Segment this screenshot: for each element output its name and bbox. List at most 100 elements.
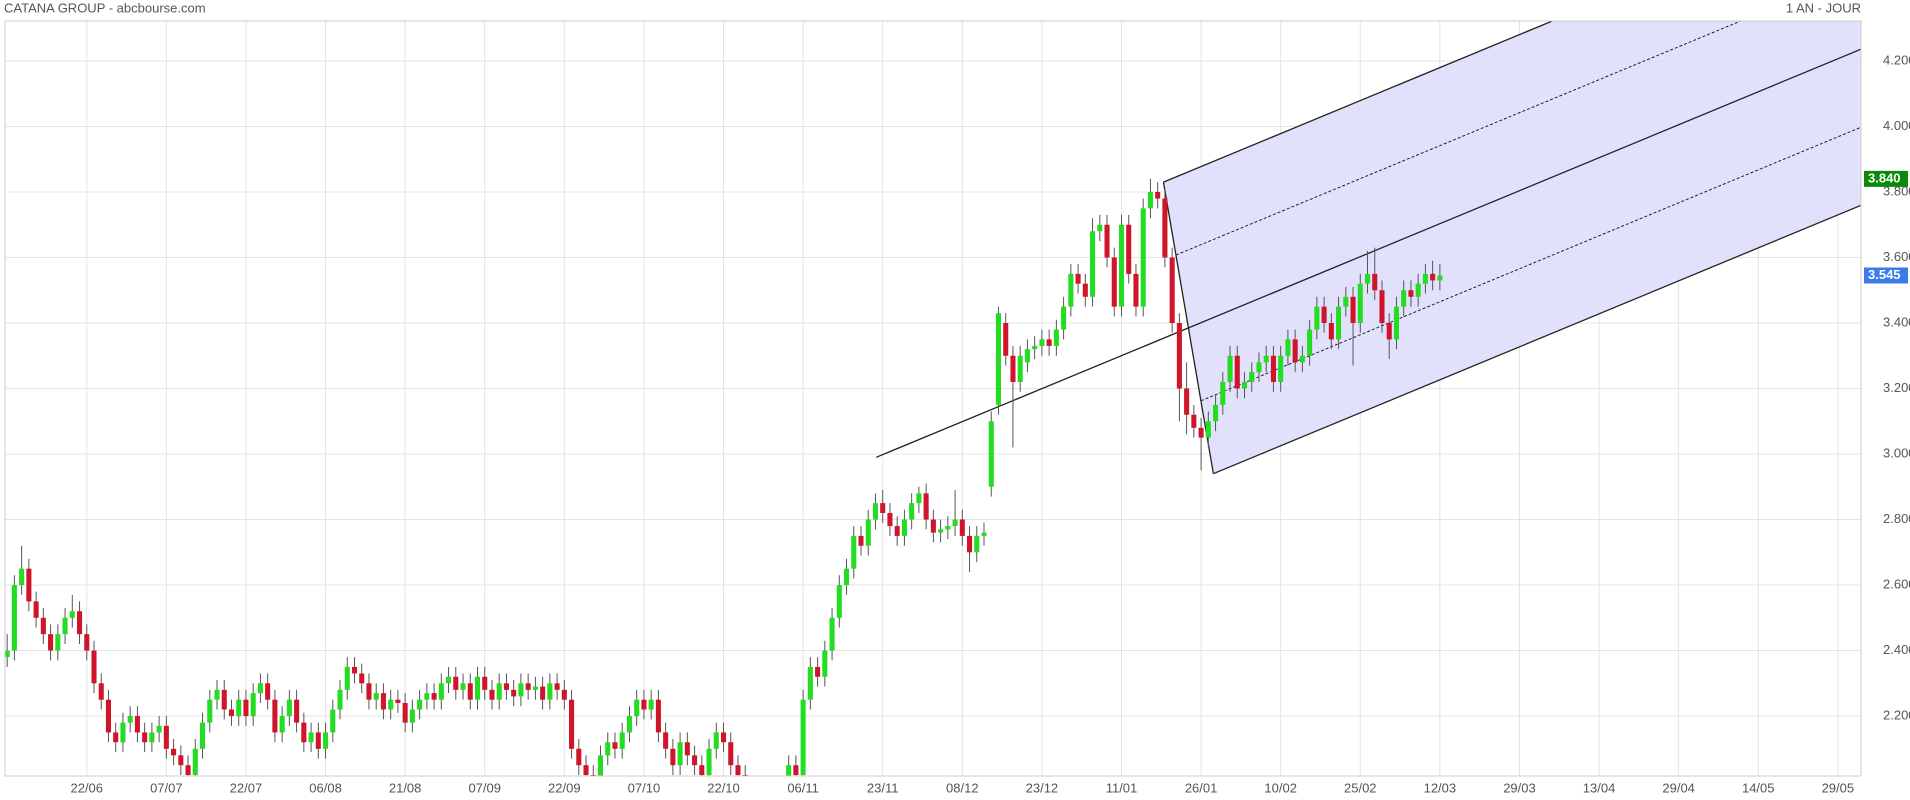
x-tick-label: 07/07 xyxy=(150,780,183,795)
candle-body xyxy=(48,634,54,651)
x-tick-label: 07/10 xyxy=(628,780,661,795)
y-tick-label: 3.600 xyxy=(1883,249,1910,264)
candle-body xyxy=(612,742,618,749)
candle-body xyxy=(583,765,589,776)
candle-body xyxy=(11,585,17,651)
candle-body xyxy=(525,683,531,690)
candle-body xyxy=(655,699,661,733)
pitchfork-mid-upper xyxy=(1175,21,1743,256)
candle-body xyxy=(670,748,676,766)
candle-body xyxy=(1118,224,1125,307)
x-tick-label: 29/04 xyxy=(1662,780,1695,795)
candle-body xyxy=(1003,323,1009,356)
candle-body xyxy=(981,532,987,536)
candle-body xyxy=(1422,273,1428,284)
candle-body xyxy=(786,765,792,776)
candle-body xyxy=(1379,290,1385,323)
candle-body xyxy=(1205,421,1211,438)
candle-body xyxy=(265,683,271,700)
candle-body xyxy=(626,716,632,733)
price-tag-label: 3.545 xyxy=(1868,267,1901,282)
candle-body xyxy=(829,617,835,651)
candle-body xyxy=(474,676,481,700)
candle-body xyxy=(554,683,560,690)
candle-body xyxy=(706,748,712,776)
candle-body xyxy=(692,755,698,766)
candle-body xyxy=(1364,273,1371,284)
y-tick-label: 2.200 xyxy=(1883,707,1910,722)
candle-body xyxy=(489,689,495,700)
candle-body xyxy=(380,693,386,710)
candle-body xyxy=(1176,323,1182,389)
candle-body xyxy=(446,676,452,684)
x-tick-label: 23/12 xyxy=(1026,780,1059,795)
price-tag-label: 3.840 xyxy=(1868,170,1901,185)
candle-body xyxy=(228,709,235,717)
candle-body xyxy=(1162,198,1168,258)
candle-body xyxy=(279,716,285,733)
candle-body xyxy=(532,686,538,690)
candle-body xyxy=(1393,306,1399,340)
y-tick-label: 2.800 xyxy=(1883,511,1910,526)
candle-body xyxy=(619,732,625,749)
candle-body xyxy=(344,666,350,690)
candle-body xyxy=(1111,257,1117,307)
x-tick-label: 07/09 xyxy=(468,780,501,795)
chart-subtitle: 1 AN - JOUR xyxy=(1786,0,1861,15)
candle-body xyxy=(843,568,850,586)
price-tag xyxy=(1864,170,1908,187)
x-tick-label: 23/11 xyxy=(867,780,899,795)
candle-body xyxy=(192,748,198,776)
candle-body xyxy=(1336,306,1342,340)
candle-body xyxy=(1191,414,1197,428)
y-tick-label: 3.200 xyxy=(1883,380,1910,395)
candle-body xyxy=(663,732,669,749)
x-tick-label: 13/04 xyxy=(1583,780,1616,795)
candle-body xyxy=(19,568,25,586)
candle-body xyxy=(1017,355,1023,382)
candle-body xyxy=(185,765,191,776)
candle-body xyxy=(807,666,813,700)
candle-body xyxy=(55,634,61,651)
candle-body xyxy=(272,699,278,733)
candle-body xyxy=(257,683,263,694)
candle-body xyxy=(178,755,184,766)
candle-body xyxy=(1386,323,1392,340)
candle-body xyxy=(1241,381,1248,389)
candle-body xyxy=(967,535,973,553)
candle-body xyxy=(250,693,256,717)
candle-body xyxy=(1155,191,1161,199)
candle-body xyxy=(496,683,502,700)
candle-body xyxy=(728,742,734,766)
pitchfork-lower xyxy=(1213,204,1861,475)
candle-body xyxy=(163,725,169,749)
candle-body xyxy=(1227,355,1233,382)
candle-body xyxy=(1263,355,1269,363)
y-tick-label: 3.000 xyxy=(1883,445,1910,460)
y-tick-label: 3.400 xyxy=(1883,314,1910,329)
candle-body xyxy=(395,699,401,703)
candle-body xyxy=(1357,283,1363,323)
candle-body xyxy=(1430,273,1436,281)
candle-body xyxy=(76,611,83,635)
candle-body xyxy=(822,650,828,677)
candle-body xyxy=(605,742,611,756)
candle-body xyxy=(569,699,575,749)
candle-body xyxy=(1213,404,1219,422)
candle-body xyxy=(851,535,857,569)
candle-body xyxy=(952,519,958,527)
candle-body xyxy=(1090,231,1096,297)
x-tick-label: 22/10 xyxy=(707,780,740,795)
candle-body xyxy=(113,732,119,743)
candle-body xyxy=(742,775,748,776)
candle-body xyxy=(26,568,32,602)
candle-body xyxy=(323,732,329,749)
x-tick-label: 06/11 xyxy=(787,780,819,795)
candle-body xyxy=(5,650,10,658)
candle-body xyxy=(1270,355,1276,382)
candle-body xyxy=(1278,355,1284,382)
candle-body xyxy=(699,765,705,776)
candle-body xyxy=(764,791,769,794)
candle-body xyxy=(1039,339,1045,346)
candle-body xyxy=(105,699,112,733)
